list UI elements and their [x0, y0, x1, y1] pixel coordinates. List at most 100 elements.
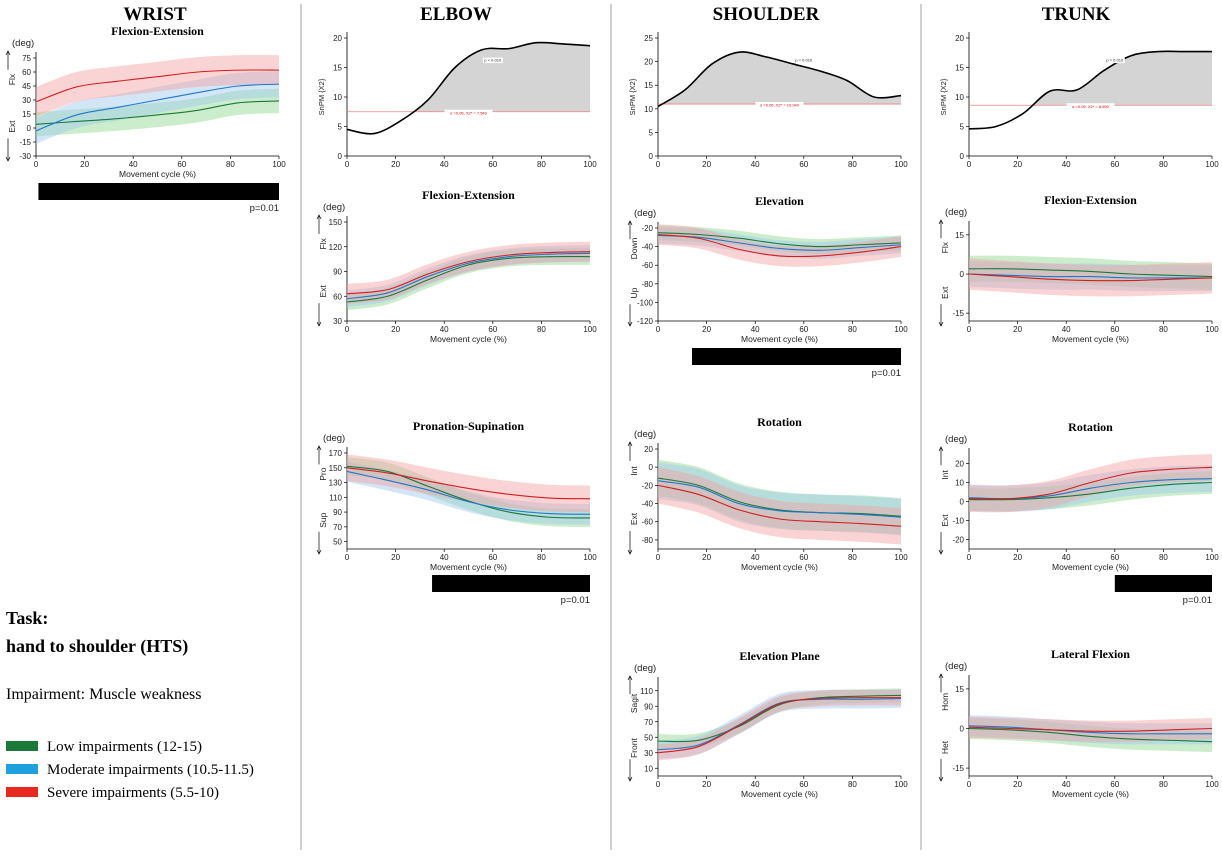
- sd-band-low: [658, 225, 901, 255]
- y-tick-label: 0: [960, 270, 965, 279]
- y-unit-label: (deg): [945, 434, 967, 445]
- chart-title: Elevation Plane: [739, 649, 820, 663]
- x-tick-label: 0: [345, 325, 350, 334]
- series-line-moderate: [346, 470, 591, 515]
- x-tick-label: 0: [656, 325, 661, 334]
- impairment-label: Impairment: Muscle weakness: [6, 686, 202, 703]
- y-tick-label: 60: [333, 292, 342, 301]
- series-line-severe: [346, 467, 591, 500]
- y-tick-label: -60: [641, 261, 653, 270]
- threshold-tag: [1066, 103, 1115, 110]
- arrow-down-head-icon: [627, 776, 633, 782]
- threshold-tag: [444, 109, 493, 116]
- spm-curve: [968, 50, 1212, 130]
- direction-label-up: Int: [940, 470, 950, 480]
- x-tick-label: 20: [702, 553, 711, 562]
- series-line-low: [968, 481, 1213, 501]
- series-line-severe: [968, 726, 1213, 732]
- x-tick-label: 60: [488, 325, 497, 334]
- y-tick-label: 20: [955, 34, 964, 43]
- x-tick-label: 20: [702, 780, 711, 789]
- y-tick-label: 10: [955, 479, 964, 488]
- x-tick-label: 60: [1110, 780, 1119, 789]
- arrow-down-head-icon: [316, 321, 322, 327]
- x-tick-label: 40: [440, 553, 449, 562]
- y-tick-label: 5: [649, 128, 654, 137]
- x-tick-label: 100: [894, 780, 908, 789]
- chart-shoulder-rot: 200-20-40-60-800 20 40 60 80 100Rotation(deg)…: [627, 415, 908, 572]
- y-unit-label: (deg): [634, 429, 656, 440]
- x-tick-label: 80: [1159, 553, 1168, 562]
- x-tick-label: 20: [391, 160, 400, 169]
- y-unit-label: (deg): [323, 433, 345, 444]
- sd-band-low: [969, 255, 1212, 290]
- column-header-trunk: TRUNK: [1042, 4, 1111, 25]
- x-tick-label: 80: [1159, 325, 1168, 334]
- x-tick-label: 40: [1062, 325, 1071, 334]
- y-tick-label: 0: [27, 124, 32, 133]
- direction-label-up: Down: [629, 237, 639, 259]
- y-tick-label: 15: [333, 64, 342, 73]
- series-line-severe: [35, 69, 280, 103]
- y-tick-label: 90: [333, 508, 342, 517]
- y-tick-label: -15: [952, 764, 964, 773]
- y-tick-label: 50: [644, 733, 653, 742]
- x-tick-label: 80: [537, 160, 546, 169]
- x-tick-label: 80: [1159, 780, 1168, 789]
- y-tick-label: 15: [955, 685, 964, 694]
- x-tick-label: 0: [656, 553, 661, 562]
- direction-label-down: Ext: [940, 514, 950, 527]
- sd-band-low: [658, 459, 901, 535]
- x-tick-label: 0: [345, 553, 350, 562]
- x-tick-label: 100: [272, 160, 286, 169]
- direction-label-down: Ext: [629, 512, 639, 525]
- arrow-up-head-icon: [938, 673, 944, 679]
- x-tick-label: 60: [488, 160, 497, 169]
- x-tick-label: 40: [1062, 553, 1071, 562]
- series-line-moderate: [968, 273, 1212, 279]
- series-line-moderate: [35, 83, 280, 132]
- y-tick-label: 45: [22, 82, 31, 91]
- chart-title: Elevation: [755, 194, 804, 208]
- y-unit-label: (deg): [945, 207, 967, 218]
- y-unit-label: (deg): [634, 208, 656, 219]
- chart-title: Rotation: [1068, 420, 1113, 434]
- y-axis-label: SnPM {X2}: [628, 78, 637, 115]
- y-tick-label: 70: [333, 523, 342, 532]
- x-tick-label: 80: [848, 325, 857, 334]
- x-tick-label: 60: [488, 553, 497, 562]
- series-line-moderate: [968, 725, 1212, 735]
- sd-band-low: [658, 688, 901, 749]
- x-tick-label: 20: [80, 160, 89, 169]
- y-tick-label: 0: [960, 725, 965, 734]
- sd-band-moderate: [969, 715, 1212, 745]
- sd-band-severe: [347, 454, 590, 513]
- y-tick-label: -20: [641, 481, 653, 490]
- y-tick-label: 70: [644, 718, 653, 727]
- chart-title: Flexion-Extension: [1044, 193, 1137, 207]
- x-tick-label: 60: [177, 160, 186, 169]
- series-line-low: [657, 232, 902, 248]
- series-line-moderate: [657, 234, 902, 251]
- x-axis-label: Movement cycle (%): [741, 562, 818, 572]
- sd-band-moderate: [658, 227, 901, 259]
- y-tick-label: -10: [952, 517, 964, 526]
- x-tick-label: 40: [440, 325, 449, 334]
- y-tick-label: 150: [329, 464, 343, 473]
- y-tick-label: 30: [333, 317, 342, 326]
- significance-bar: [432, 575, 590, 592]
- arrow-up-head-icon: [627, 220, 633, 226]
- x-tick-label: 100: [1205, 160, 1219, 169]
- sd-band-low: [36, 88, 279, 137]
- direction-label-up: Flx: [318, 237, 328, 249]
- x-tick-label: 60: [799, 780, 808, 789]
- x-tick-label: 20: [1013, 325, 1022, 334]
- sd-band-low: [347, 248, 590, 311]
- direction-label-up: Hom: [940, 693, 950, 711]
- y-tick-label: -20: [952, 536, 964, 545]
- x-tick-label: 80: [1159, 160, 1168, 169]
- x-tick-label: 100: [583, 325, 597, 334]
- y-tick-label: 10: [955, 93, 964, 102]
